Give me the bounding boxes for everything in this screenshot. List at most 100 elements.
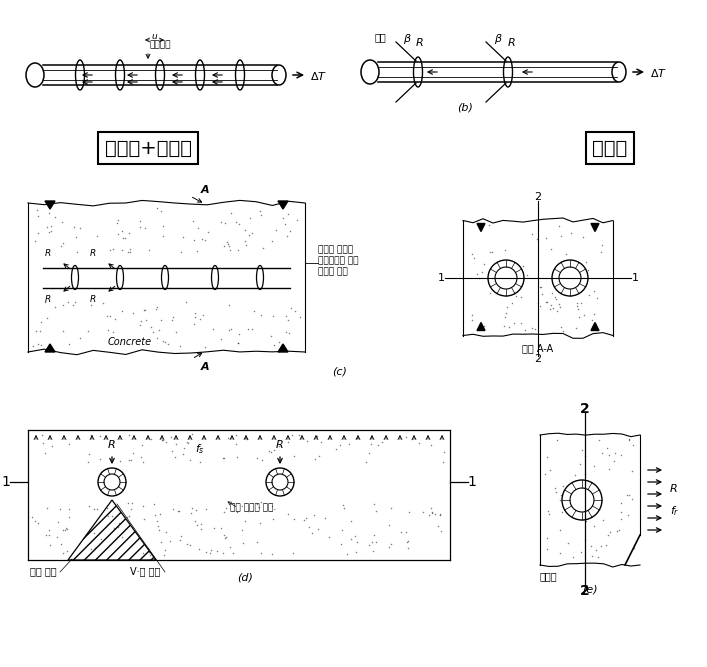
- Point: [251, 537, 262, 548]
- Point: [128, 448, 139, 458]
- Ellipse shape: [235, 60, 245, 90]
- Point: [284, 226, 296, 237]
- Point: [604, 527, 616, 538]
- Point: [478, 259, 489, 270]
- Point: [556, 506, 568, 517]
- Point: [588, 223, 600, 233]
- Point: [402, 536, 414, 546]
- Point: [626, 494, 638, 504]
- Point: [49, 302, 60, 313]
- Text: 방사선 방향의: 방사선 방향의: [318, 245, 353, 254]
- Point: [246, 324, 257, 335]
- Point: [426, 506, 438, 517]
- Point: [544, 508, 555, 519]
- Point: [189, 319, 200, 329]
- Point: [435, 526, 446, 536]
- Point: [218, 452, 229, 463]
- Text: R: R: [90, 249, 96, 257]
- Point: [136, 440, 147, 450]
- Point: [177, 232, 189, 243]
- Point: [134, 320, 146, 331]
- Point: [313, 450, 325, 461]
- Point: [165, 536, 176, 546]
- Point: [283, 508, 294, 519]
- Point: [125, 455, 136, 466]
- Point: [541, 452, 552, 462]
- Point: [116, 225, 127, 236]
- Point: [175, 340, 186, 351]
- Point: [89, 543, 100, 554]
- Point: [224, 541, 235, 552]
- Point: [160, 437, 172, 448]
- Point: [273, 441, 284, 452]
- Point: [485, 274, 496, 285]
- Point: [170, 327, 181, 338]
- Point: [55, 539, 66, 550]
- Point: [112, 217, 123, 228]
- Point: [530, 323, 541, 334]
- Point: [583, 290, 595, 301]
- Point: [138, 548, 149, 558]
- Point: [97, 297, 108, 308]
- Point: [124, 430, 135, 441]
- Ellipse shape: [76, 60, 85, 90]
- Point: [580, 534, 591, 545]
- Point: [218, 530, 230, 540]
- Point: [216, 522, 227, 533]
- Text: A: A: [201, 185, 209, 195]
- Point: [127, 498, 138, 509]
- Point: [74, 332, 86, 343]
- Point: [585, 480, 596, 491]
- Point: [554, 220, 565, 231]
- Point: [571, 261, 583, 272]
- Point: [255, 497, 266, 508]
- Point: [267, 311, 279, 321]
- Point: [83, 500, 94, 511]
- Ellipse shape: [257, 265, 264, 289]
- Point: [175, 247, 186, 257]
- Point: [282, 436, 293, 447]
- Point: [217, 548, 228, 558]
- Point: [627, 440, 638, 450]
- Point: [243, 506, 254, 516]
- Point: [205, 545, 216, 556]
- Point: [136, 315, 147, 326]
- Point: [27, 341, 38, 352]
- Point: [508, 264, 520, 275]
- Point: [94, 430, 105, 441]
- Point: [108, 523, 119, 534]
- Point: [208, 522, 219, 533]
- Point: [114, 456, 125, 466]
- Point: [44, 524, 55, 535]
- Point: [124, 227, 135, 238]
- Point: [158, 550, 170, 561]
- Point: [215, 216, 226, 227]
- Point: [281, 327, 292, 338]
- Point: [199, 342, 210, 352]
- Point: [156, 206, 167, 217]
- Polygon shape: [278, 344, 288, 352]
- Point: [160, 526, 171, 537]
- Point: [57, 525, 69, 536]
- Point: [372, 440, 383, 451]
- Point: [232, 338, 243, 349]
- Point: [125, 504, 136, 514]
- Point: [175, 535, 186, 546]
- Point: [69, 222, 80, 233]
- Point: [572, 497, 583, 508]
- Point: [241, 433, 252, 444]
- Point: [496, 263, 507, 274]
- Text: β: β: [404, 34, 411, 44]
- Point: [370, 506, 382, 516]
- Ellipse shape: [361, 60, 379, 84]
- Point: [575, 298, 587, 309]
- Point: [288, 451, 300, 462]
- Point: [554, 548, 566, 558]
- Point: [124, 247, 136, 257]
- Point: [626, 465, 637, 476]
- Point: [563, 260, 575, 271]
- Point: [368, 546, 379, 557]
- Point: [541, 297, 552, 307]
- Point: [602, 530, 614, 541]
- Point: [221, 503, 232, 514]
